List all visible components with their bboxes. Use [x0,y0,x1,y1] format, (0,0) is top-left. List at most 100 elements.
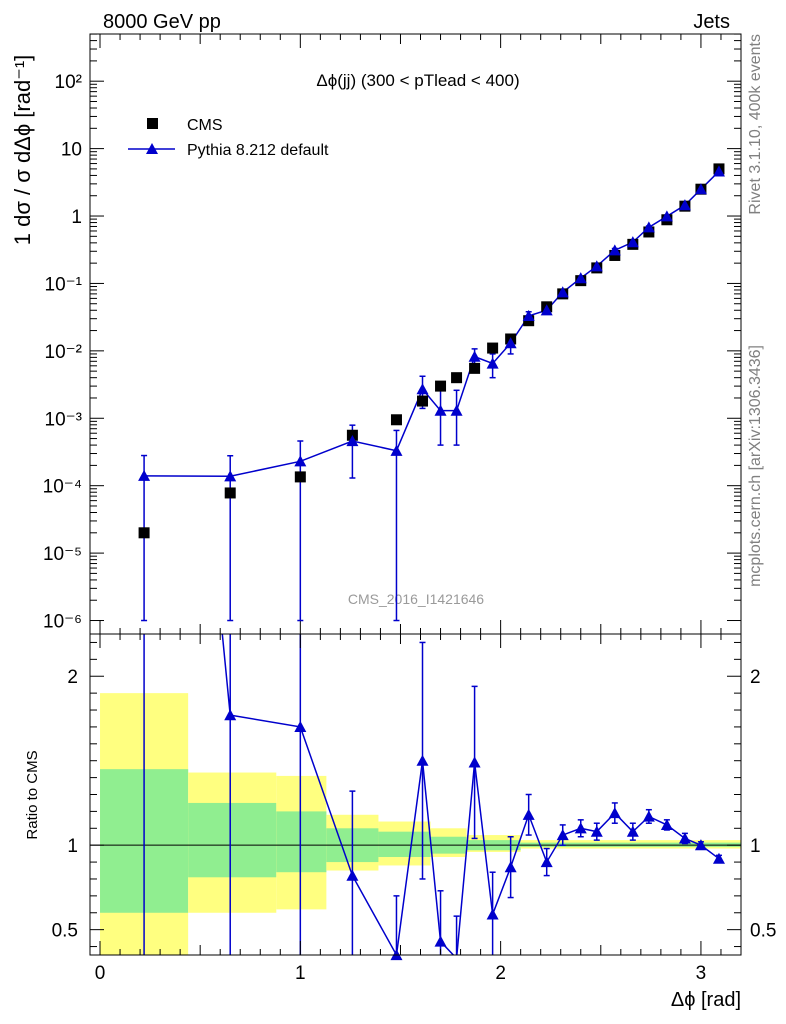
cms-point [451,372,463,384]
main-y-tick-label: 10² [55,72,82,93]
x-axis-label: Δϕ [rad] [671,989,741,1011]
pythia-point [694,183,707,195]
main-y-axis-label-text: 1 dσ / σ dΔϕ [rad⁻¹] [10,55,35,246]
ratio-point [504,861,517,873]
ratio-point [626,825,639,837]
pythia-point [416,383,429,395]
ratio-point [346,869,359,881]
ratio-point [556,829,569,841]
pythia-point [608,244,621,256]
x-tick-labels: 0 1 2 3 [95,963,707,984]
cms-point [417,395,429,407]
pythia-points [138,165,725,482]
pythia-line [144,170,720,478]
legend-marker-pythia [146,143,158,154]
pythia-error-bars [141,169,722,622]
ratio-point [434,935,447,947]
legend-label-cms: CMS [187,117,223,134]
main-y-tick-label: 1 [71,207,82,228]
pythia-point [294,455,307,467]
ratio-point [712,852,725,864]
ratio-error-bars [143,634,722,955]
pythia-point [522,309,535,321]
side-label-top: Rivet 3.1.10, 400k events [747,34,764,215]
ratio-point [224,709,237,721]
pythia-point [346,435,359,447]
ratio-points [224,709,725,961]
ratio-y-tick-label-left: 1 [67,836,78,857]
ratio-point [540,856,553,868]
ratio-point [694,839,707,851]
cms-point [138,527,150,539]
pythia-point [450,404,463,416]
header-right-label: Jets [693,11,730,33]
pythia-point [574,272,587,284]
ratio-point [294,720,307,733]
x-tick-label: 3 [696,963,707,984]
main-panel: 10⁻⁶ 10⁻⁵ 10⁻⁴ 10⁻³ 10⁻² 10⁻¹ 1 10 10² Δϕ(jj) (3… [10,33,742,635]
cms-points [138,163,725,539]
ratio-point [608,807,621,819]
main-y-tick-label: 10⁻⁴ [43,477,82,498]
x-tick-label: 1 [295,963,306,984]
ratio-y-tick-label-right: 2 [750,667,761,688]
main-y-tick-label: 10⁻⁵ [43,544,82,565]
pythia-point [556,286,569,298]
x-tick-label: 2 [495,963,506,984]
main-y-tick-label: 10⁻² [45,342,83,363]
legend-marker-cms [147,118,158,129]
cms-point [469,362,481,374]
main-y-tick-labels: 10⁻⁶ 10⁻⁵ 10⁻⁴ 10⁻³ 10⁻² 10⁻¹ 1 10 10² [43,72,82,632]
cms-point [224,487,236,499]
pythia-point [486,357,499,369]
ratio-band-green [276,811,327,873]
watermark: CMS_2016_I1421646 [348,591,484,607]
side-label-bottom: mcplots.cern.ch [arXiv:1306.3436] [747,345,764,587]
pythia-point [468,350,481,362]
pythia-point [590,260,603,272]
pythia-point [504,337,517,349]
ratio-y-tick-label-right: 0.5 [750,921,776,942]
pythia-point [626,236,639,248]
pythia-point [642,221,655,233]
chart-title: Δϕ(jj) (300 < pTlead < 400) [316,71,519,90]
ratio-point [522,808,535,820]
cms-point [435,380,447,392]
ratio-point [678,832,691,844]
ratio-point [486,908,499,920]
ratio-bands [100,693,741,955]
ratio-band-green [188,802,277,878]
ratio-y-tick-labels: 0.5 0.5 1 1 2 2 [52,667,777,941]
ratio-point [416,754,429,766]
pythia-point [390,444,403,456]
cms-point [609,249,621,261]
main-y-tick-label: 10 [61,140,82,161]
ratio-y-tick-label-left: 0.5 [52,921,78,942]
ratio-point [468,756,481,768]
pythia-point [660,210,673,222]
pythia-point [138,469,151,481]
pythia-point [712,165,725,177]
cms-point [390,414,402,426]
ratio-y-axis-label: Ratio to CMS [24,750,41,839]
pythia-point [540,304,553,316]
legend-label-pythia: Pythia 8.212 default [187,142,329,159]
cms-point [487,342,499,354]
ratio-panel-ticks [90,634,741,955]
pythia-point [434,404,447,416]
ratio-panel: 0.5 0.5 1 1 2 2 0 1 2 3 Ratio to CMS Δϕ [rad] [24,633,777,1011]
ratio-y-tick-label-right: 1 [750,836,761,857]
pythia-point [224,470,237,482]
cms-point [294,471,306,483]
ratio-point [642,810,655,822]
main-y-axis-label: 1 dσ / σ dΔϕ [rad⁻¹] [10,55,35,246]
main-y-tick-label: 10⁻⁶ [43,612,82,633]
pythia-point [678,199,691,211]
main-y-tick-label: 10⁻¹ [45,274,83,295]
x-tick-label: 0 [95,963,106,984]
main-y-tick-label: 10⁻³ [45,409,83,430]
ratio-y-tick-label-left: 2 [67,667,78,688]
legend: CMS Pythia 8.212 default [128,117,329,159]
ratio-point [590,825,603,837]
